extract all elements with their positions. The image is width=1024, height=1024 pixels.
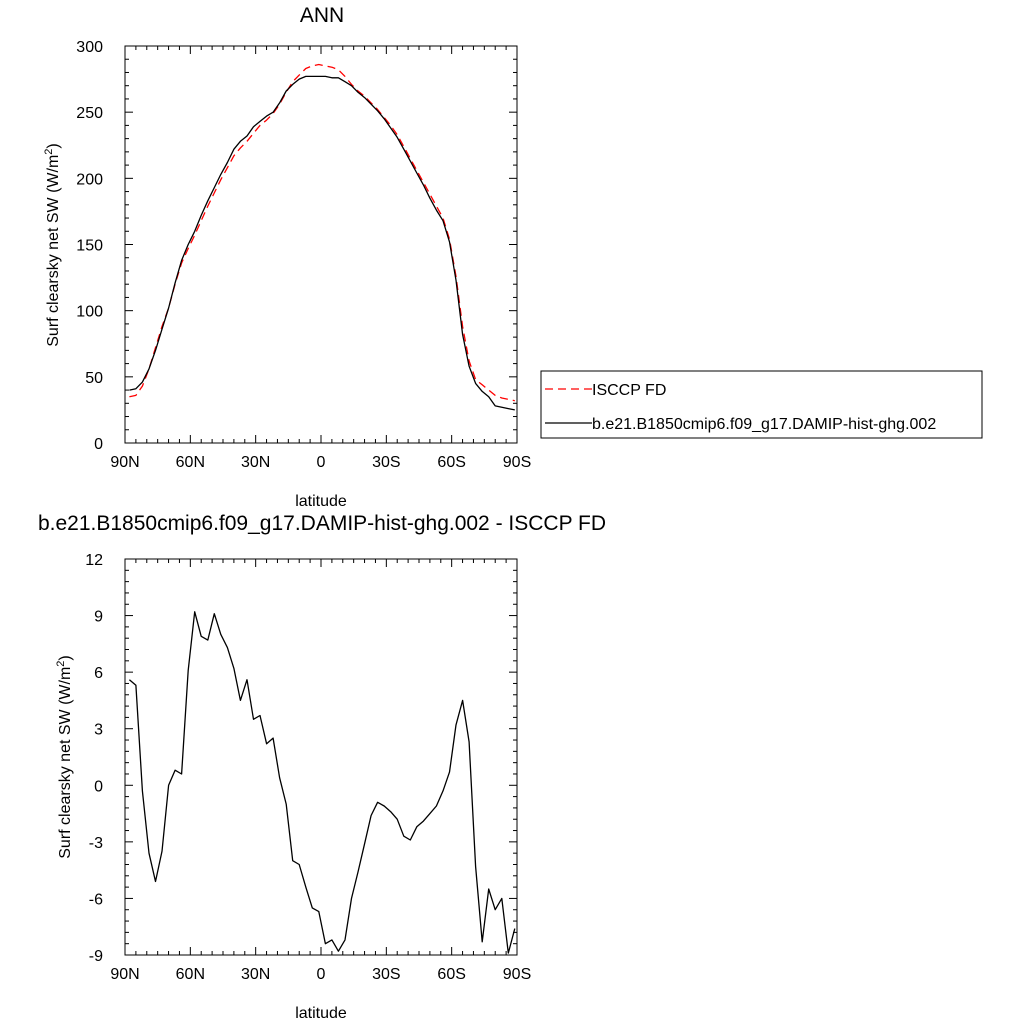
top-chart-xtick-label: 60S (437, 454, 465, 471)
top-chart-xtick-label: 90S (503, 454, 531, 471)
bottom-chart-ytick-label: 3 (94, 722, 103, 739)
top-chart-frame (124, 45, 518, 444)
top-chart-ylabel-sup: 2 (43, 149, 55, 155)
top-chart-ticks: 90N 60N 30N 0 30S 60S 90S 0 50 100 150 200 250 300 (76, 39, 531, 471)
top-chart-xtick-label: 60N (176, 454, 205, 471)
top-chart-ylabel-close: ) (45, 143, 62, 148)
bottom-chart-xtick-label: 90S (503, 966, 531, 983)
top-chart-xlabel: latitude (295, 493, 347, 510)
bottom-chart-xtick-label: 30N (241, 966, 270, 983)
top-chart-ytick-label: 0 (94, 436, 103, 453)
top-chart-xtick-label: 0 (317, 454, 326, 471)
legend-label-model: b.e21.B1850cmip6.f09_g17.DAMIP-hist-ghg.… (592, 416, 936, 433)
top-chart-ytick-label: 100 (76, 304, 103, 321)
top-chart-series-1-line (129, 75, 515, 411)
top-chart-ylabel-main: Surf clearsky net SW (W/m (45, 155, 62, 347)
bottom-chart-ticks: 90N 60N 30N 0 30S 60S 90S -9 -6 -3 0 3 6 9 12 (85, 552, 531, 983)
top-chart-ytick-label: 250 (76, 105, 103, 122)
top-chart-legend: ISCCP FD b.e21.B1850cmip6.f09_g17.DAMIP-… (540, 370, 983, 439)
top-chart-ytick-label: 300 (76, 39, 103, 56)
top-chart-title: ANN (300, 4, 344, 27)
top-chart-series-0-line (129, 63, 515, 402)
bottom-chart-ytick-label: -3 (89, 835, 103, 852)
bottom-chart-ytick-label: 12 (85, 552, 103, 569)
bottom-chart-xtick-label: 90N (110, 966, 139, 983)
legend-label-isccp: ISCCP FD (592, 382, 666, 399)
bottom-chart-xtick-label: 0 (317, 966, 326, 983)
top-chart-lines (129, 63, 515, 411)
top-chart-ytick-label: 50 (85, 370, 103, 387)
bottom-chart-xtick-label: 60S (437, 966, 465, 983)
bottom-chart-ylabel: Surf clearsky net SW (W/m2) (55, 655, 74, 858)
bottom-chart-ytick-label: -6 (89, 891, 103, 908)
bottom-chart-title: b.e21.B1850cmip6.f09_g17.DAMIP-hist-ghg.… (38, 512, 606, 535)
bottom-chart-frame (124, 558, 518, 956)
bottom-chart-xlabel: latitude (295, 1005, 347, 1022)
bottom-chart-ylabel-close: ) (57, 655, 74, 660)
bottom-chart-ytick-label: -9 (89, 948, 103, 965)
bottom-chart-ylabel-sup: 2 (55, 661, 67, 667)
legend-box (540, 370, 983, 439)
bottom-chart-xtick-label: 60N (176, 966, 205, 983)
bottom-chart-xtick-label: 30S (372, 966, 400, 983)
bottom-chart-ytick-label: 0 (94, 778, 103, 795)
top-chart: ANN 90N 60N 30N 0 30S 60S 90S 0 50 100 150 200 250 30… (43, 4, 983, 510)
top-chart-ytick-label: 150 (76, 238, 103, 255)
top-chart-xtick-label: 30N (241, 454, 270, 471)
bottom-chart-series-0-line (128, 611, 516, 954)
bottom-chart-ylabel-main: Surf clearsky net SW (W/m (57, 667, 74, 859)
bottom-chart-ytick-label: 9 (94, 609, 103, 626)
bottom-chart-lines (128, 611, 516, 954)
top-chart-ytick-label: 200 (76, 171, 103, 188)
bottom-chart-ytick-label: 6 (94, 665, 103, 682)
top-chart-xtick-label: 30S (372, 454, 400, 471)
top-chart-ylabel: Surf clearsky net SW (W/m2) (43, 143, 62, 346)
top-chart-xtick-label: 90N (110, 454, 139, 471)
bottom-chart: b.e21.B1850cmip6.f09_g17.DAMIP-hist-ghg.… (38, 512, 606, 1022)
